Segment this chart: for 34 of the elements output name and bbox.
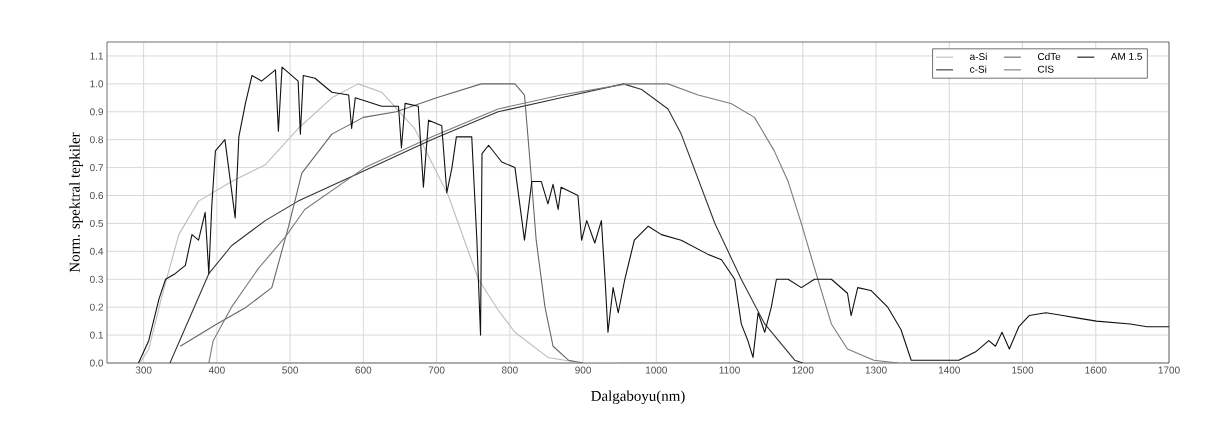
x-tick-label: 1200 xyxy=(792,366,814,374)
x-tick-label: 300 xyxy=(135,366,152,374)
x-tick-label: 900 xyxy=(575,366,591,374)
y-tick-label: 1.0 xyxy=(90,80,104,88)
y-tick-label: 0.1 xyxy=(90,331,103,339)
x-tick-label: 1600 xyxy=(1085,366,1107,374)
y-tick-label: 0.2 xyxy=(90,303,103,311)
x-tick-label: 1100 xyxy=(719,366,740,374)
x-tick-label: 1500 xyxy=(1012,366,1034,374)
legend-label: AM 1.5 xyxy=(1110,52,1142,60)
y-axis-title: Norm. spektral tepkiler xyxy=(69,132,83,273)
x-tick-label: 1700 xyxy=(1158,366,1180,374)
x-tick-label: 500 xyxy=(282,366,299,374)
x-tick-label: 700 xyxy=(428,366,445,374)
x-tick-label: 1300 xyxy=(865,366,887,374)
y-tick-label: 0.7 xyxy=(90,164,103,172)
y-tick-label: 0.5 xyxy=(90,219,104,227)
y-tick-label: 1.1 xyxy=(90,52,103,60)
y-tick-label: 0.8 xyxy=(90,136,104,144)
x-tick-label: 1400 xyxy=(938,366,960,374)
y-tick-label: 0.9 xyxy=(90,108,104,116)
x-tick-label: 1000 xyxy=(646,366,667,374)
legend-label: a-Si xyxy=(970,52,987,61)
x-tick-label: 400 xyxy=(208,366,225,374)
y-tick-label: 0.4 xyxy=(90,247,104,255)
legend-label: CIS xyxy=(1037,65,1054,73)
legend-label: CdTe xyxy=(1037,52,1061,61)
y-tick-label: 0.3 xyxy=(90,275,104,283)
x-tick-label: 600 xyxy=(355,366,372,374)
y-tick-label: 0.0 xyxy=(90,359,104,367)
legend-label: c-Si xyxy=(970,65,987,73)
x-tick-label: 800 xyxy=(501,366,518,374)
y-tick-label: 0.6 xyxy=(90,192,104,200)
x-axis-title: Dalgaboyu(nm) xyxy=(591,390,685,404)
